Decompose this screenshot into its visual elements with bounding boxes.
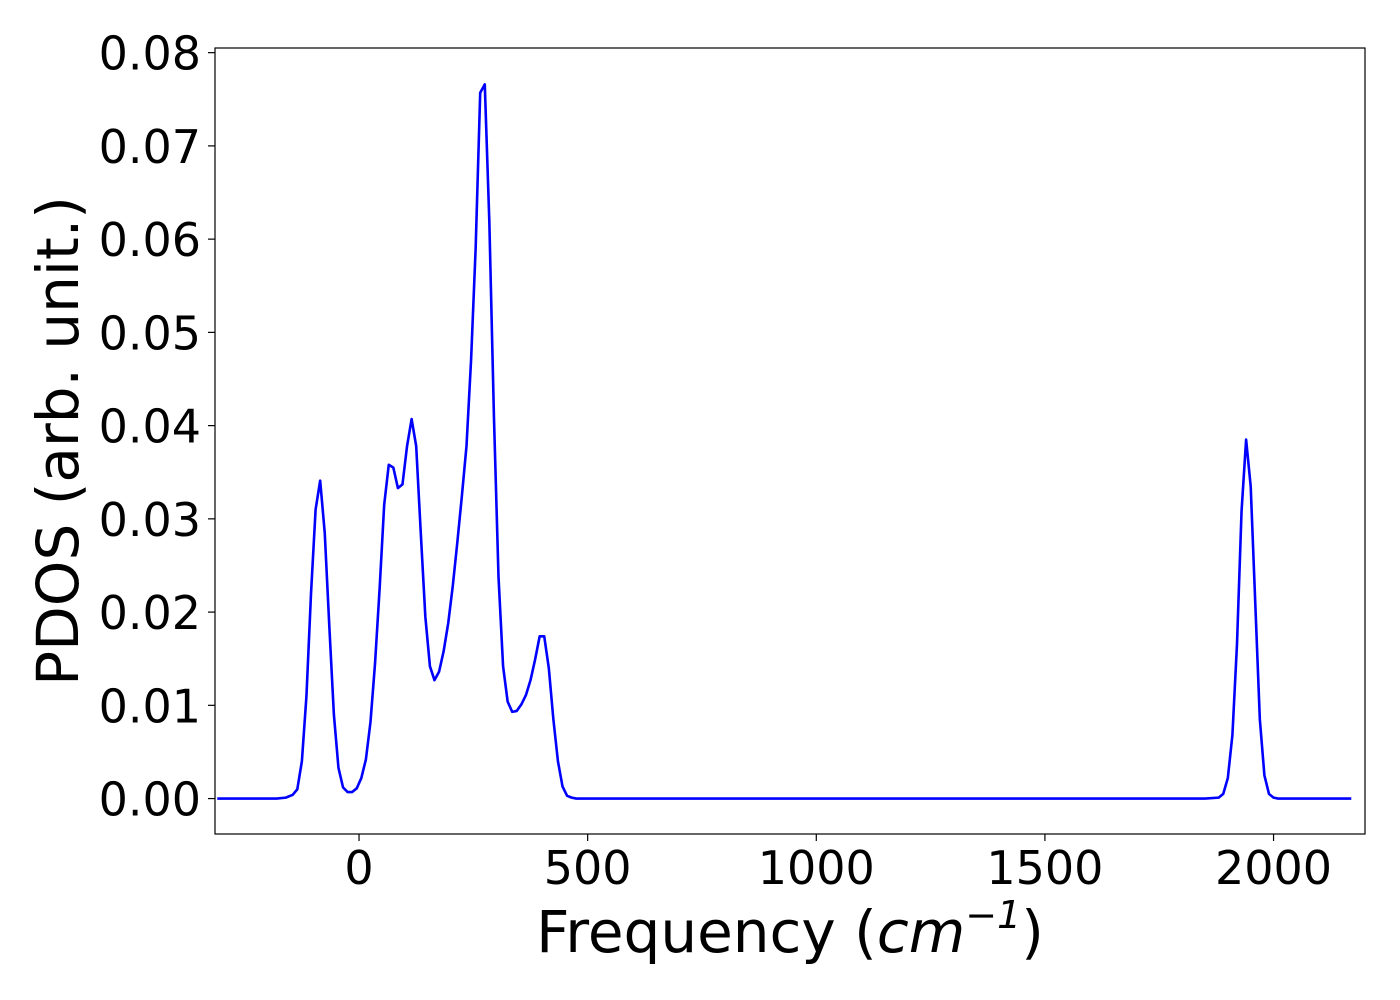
x-axis-ticks: 0 500 1000 1500 2000 xyxy=(344,834,1332,895)
x-tick-label: 500 xyxy=(544,841,632,895)
y-tick-label: 0.06 xyxy=(99,213,201,267)
y-tick-label: 0.00 xyxy=(99,773,201,827)
x-tick-label: 0 xyxy=(344,841,373,895)
x-tick-label: 1000 xyxy=(758,841,875,895)
x-axis-label-suffix: ) xyxy=(1021,898,1044,966)
y-tick-label: 0.07 xyxy=(99,120,201,174)
y-tick-label: 0.08 xyxy=(99,27,201,81)
y-tick-label: 0.05 xyxy=(99,306,201,360)
x-axis-label: Frequency (cm−1) xyxy=(536,893,1044,966)
y-axis-label: PDOS (arb. unit.) xyxy=(24,196,92,686)
plot-frame xyxy=(214,47,1366,835)
x-axis-label-exponent: −1 xyxy=(965,893,1021,937)
series-group xyxy=(217,83,1352,800)
x-axis-label-unit: cm xyxy=(877,898,965,966)
y-axis-ticks: 0.00 0.01 0.02 0.03 0.04 0.05 0.06 0.07 0.08 xyxy=(99,27,215,827)
x-tick-label: 1500 xyxy=(986,841,1103,895)
y-tick-label: 0.01 xyxy=(99,679,201,733)
y-tick-label: 0.03 xyxy=(99,493,201,547)
series-line-0 xyxy=(217,83,1352,800)
x-tick-label: 2000 xyxy=(1215,841,1332,895)
y-tick-label: 0.02 xyxy=(99,586,201,640)
y-tick-label: 0.04 xyxy=(99,400,201,454)
x-axis-label-prefix: Frequency ( xyxy=(536,898,877,966)
